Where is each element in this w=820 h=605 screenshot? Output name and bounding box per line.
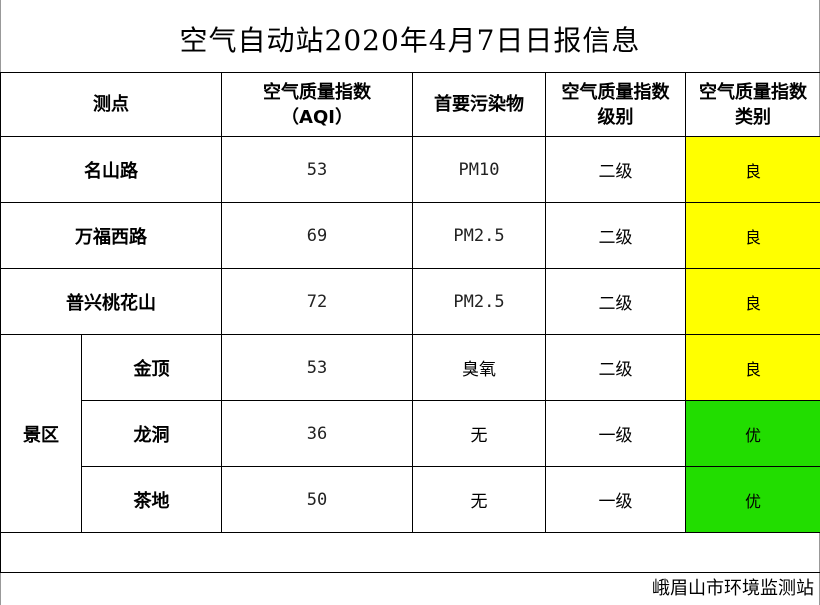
pollutant-value: 无 (412, 400, 546, 467)
header-aqi: 空气质量指数 （AQI） (221, 72, 413, 137)
level-value: 一级 (545, 466, 686, 533)
category-value: 优 (685, 400, 820, 467)
category-value: 良 (685, 334, 820, 401)
aqi-value: 50 (221, 466, 413, 533)
site-name: 万福西路 (0, 202, 222, 269)
report-title: 空气自动站2020年4月7日日报信息 (179, 24, 641, 57)
site-name: 茶地 (81, 466, 222, 533)
site-name: 普兴桃花山 (0, 268, 222, 335)
table-row: 普兴桃花山 72 PM2.5 二级 良 (0, 268, 820, 335)
table-row: 名山路 53 PM10 二级 良 (0, 136, 820, 203)
pollutant-value: PM2.5 (412, 202, 546, 269)
level-value: 二级 (545, 136, 686, 203)
aqi-value: 36 (221, 400, 413, 467)
level-value: 一级 (545, 400, 686, 467)
pollutant-value: PM10 (412, 136, 546, 203)
empty-row (0, 532, 820, 573)
pollutant-value: 臭氧 (412, 334, 546, 401)
category-value: 良 (685, 268, 820, 335)
table-row: 龙洞 36 无 一级 优 (1, 400, 820, 467)
level-value: 二级 (545, 202, 686, 269)
aqi-value: 53 (221, 334, 413, 401)
aqi-value: 69 (221, 202, 413, 269)
pollutant-value: 无 (412, 466, 546, 533)
table-row: 景区 金顶 53 臭氧 二级 良 (0, 334, 820, 533)
aqi-value: 72 (221, 268, 413, 335)
site-name: 名山路 (0, 136, 222, 203)
header-row: 测点 空气质量指数 （AQI） 首要污染物 空气质量指数 级别 空气质量指数 类… (0, 72, 820, 137)
category-value: 良 (685, 202, 820, 269)
category-value: 优 (685, 466, 820, 533)
level-value: 二级 (545, 268, 686, 335)
header-site: 测点 (0, 72, 222, 137)
table-row: 万福西路 69 PM2.5 二级 良 (0, 202, 820, 269)
header-pollutant: 首要污染物 (412, 72, 546, 137)
empty-cell (0, 532, 820, 573)
header-category: 空气质量指数 类别 (685, 72, 820, 137)
site-name: 金顶 (81, 334, 222, 401)
site-name: 龙洞 (81, 400, 222, 467)
level-value: 二级 (545, 334, 686, 401)
table-row: 茶地 50 无 一级 优 (1, 466, 820, 533)
scenic-group-label: 景区 (0, 334, 82, 533)
pollutant-value: PM2.5 (412, 268, 546, 335)
aqi-table: 测点 空气质量指数 （AQI） 首要污染物 空气质量指数 级别 空气质量指数 类… (0, 72, 820, 573)
footer-org: 峨眉山市环境监测站 (652, 578, 814, 599)
aqi-value: 53 (221, 136, 413, 203)
category-value: 良 (685, 136, 820, 203)
header-level: 空气质量指数 级别 (545, 72, 686, 137)
